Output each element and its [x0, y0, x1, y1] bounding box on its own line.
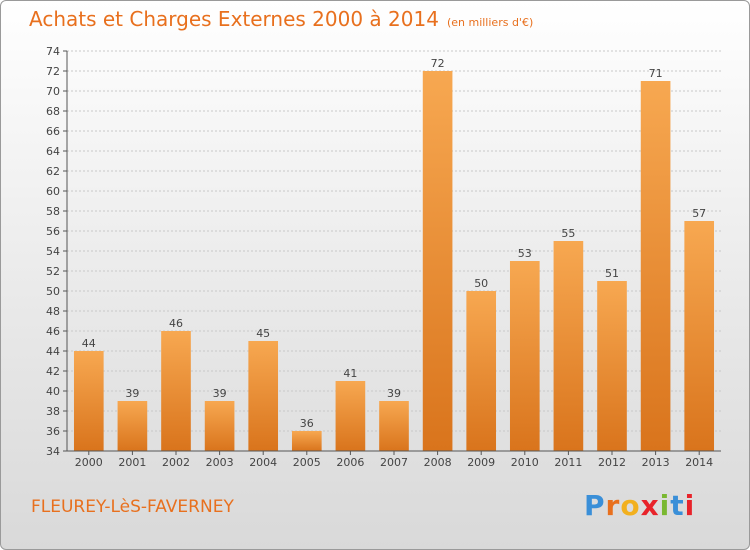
- y-tick-label: 50: [46, 285, 60, 298]
- bar-value-label: 39: [125, 387, 139, 400]
- x-tick-label: 2000: [75, 456, 103, 469]
- x-tick-label: 2009: [467, 456, 495, 469]
- bar-value-label: 39: [387, 387, 401, 400]
- x-tick-label: 2011: [554, 456, 582, 469]
- x-tick-label: 2005: [293, 456, 321, 469]
- bar-value-label: 50: [474, 277, 488, 290]
- bar: [684, 221, 715, 451]
- bar-value-label: 55: [561, 227, 575, 240]
- x-tick-label: 2010: [511, 456, 539, 469]
- logo-letter: i: [684, 489, 696, 522]
- bar: [640, 81, 671, 451]
- bar-value-label: 39: [213, 387, 227, 400]
- title-text: Achats et Charges Externes 2000 à 2014: [29, 7, 439, 31]
- logo-letter: r: [605, 489, 621, 522]
- y-tick-label: 52: [46, 265, 60, 278]
- y-tick-label: 48: [46, 305, 60, 318]
- x-tick-label: 2012: [598, 456, 626, 469]
- y-tick-label: 44: [46, 345, 60, 358]
- unit-label: (en milliers d'€): [446, 16, 534, 29]
- y-tick-label: 68: [46, 105, 60, 118]
- logo-letter: x: [640, 489, 660, 522]
- bar: [335, 381, 366, 451]
- y-tick-label: 56: [46, 225, 60, 238]
- y-tick-label: 54: [46, 245, 60, 258]
- bar-value-label: 41: [343, 367, 357, 380]
- x-tick-label: 2002: [162, 456, 190, 469]
- y-tick-label: 34: [46, 445, 60, 458]
- bar: [509, 261, 540, 451]
- x-tick-label: 2008: [424, 456, 452, 469]
- logo-letter: i: [659, 489, 671, 522]
- y-tick-label: 66: [46, 125, 60, 138]
- bar-value-label: 51: [605, 267, 619, 280]
- bar-value-label: 72: [431, 57, 445, 70]
- logo-letter: P: [584, 489, 606, 522]
- bar: [291, 431, 322, 451]
- y-tick-label: 38: [46, 405, 60, 418]
- y-tick-label: 46: [46, 325, 60, 338]
- bar: [379, 401, 409, 451]
- y-tick-label: 70: [46, 85, 60, 98]
- bar: [248, 341, 279, 451]
- commune-name: FLEUREY-LèS-FAVERNEY: [31, 497, 234, 517]
- bar: [161, 331, 191, 451]
- y-tick-label: 58: [46, 205, 60, 218]
- x-tick-label: 2003: [206, 456, 234, 469]
- bar-value-label: 71: [649, 67, 663, 80]
- x-tick-label: 2004: [249, 456, 277, 469]
- y-tick-label: 72: [46, 65, 60, 78]
- bar: [422, 71, 453, 451]
- bar-value-label: 53: [518, 247, 532, 260]
- y-tick-label: 64: [46, 145, 60, 158]
- y-tick-label: 36: [46, 425, 60, 438]
- bar: [73, 351, 104, 451]
- logo-letter: t: [670, 489, 685, 522]
- proxiti-logo[interactable]: Proxiti: [584, 489, 695, 522]
- y-tick-label: 40: [46, 385, 60, 398]
- chart-title: Achats et Charges Externes 2000 à 2014 (e…: [29, 7, 533, 31]
- bar-value-label: 46: [169, 317, 183, 330]
- bar: [597, 281, 627, 451]
- x-tick-label: 2006: [336, 456, 364, 469]
- x-tick-label: 2001: [118, 456, 146, 469]
- bar-value-label: 45: [256, 327, 270, 340]
- bar: [117, 401, 148, 451]
- x-tick-label: 2007: [380, 456, 408, 469]
- bar: [204, 401, 235, 451]
- x-tick-label: 2013: [642, 456, 670, 469]
- logo-letter: o: [620, 489, 641, 522]
- y-tick-label: 74: [46, 45, 60, 58]
- bar: [553, 241, 584, 451]
- bar-value-label: 44: [82, 337, 96, 350]
- bar-value-label: 36: [300, 417, 314, 430]
- bar-value-label: 57: [692, 207, 706, 220]
- bar: [466, 291, 497, 451]
- x-tick-label: 2014: [685, 456, 713, 469]
- y-tick-label: 62: [46, 165, 60, 178]
- y-tick-label: 42: [46, 365, 60, 378]
- y-tick-label: 60: [46, 185, 60, 198]
